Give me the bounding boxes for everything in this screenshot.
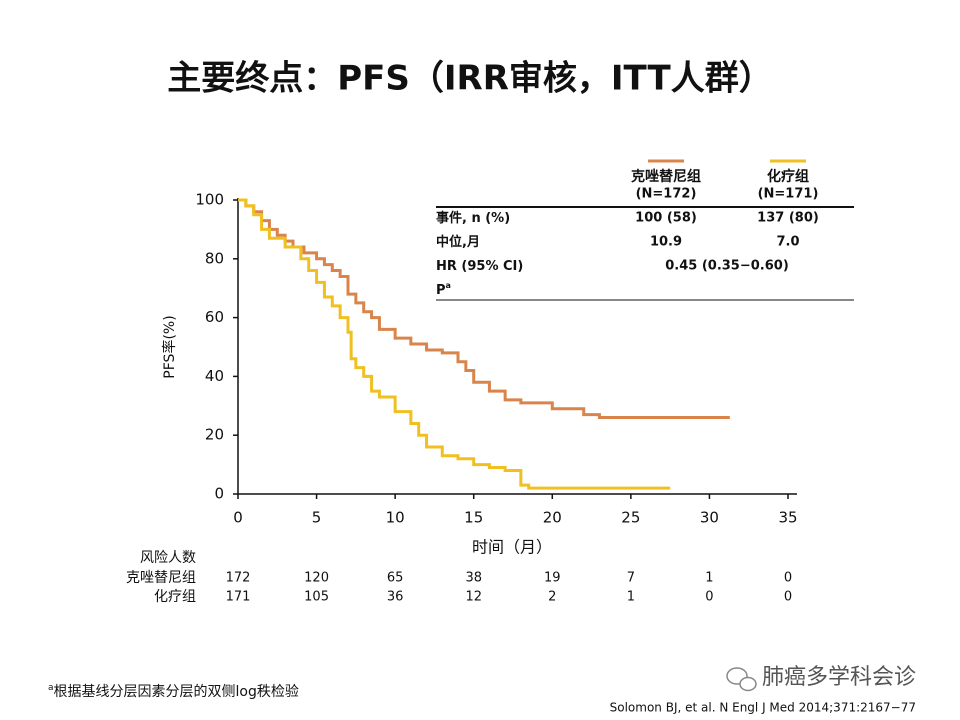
table-row-label: 事件, n (%) — [436, 210, 510, 226]
table-row-label: HR (95% CI) — [436, 259, 523, 274]
table-cell: 100 (58) — [635, 211, 697, 226]
footnote-text: 根据基线分层因素分层的双侧log秩检验 — [54, 683, 299, 700]
row-label-text: 事件, n (%) — [436, 210, 510, 226]
at-risk-title: 风险人数 — [140, 550, 196, 566]
table-cell: 137 (80) — [757, 211, 819, 226]
at-risk-value: 1 — [627, 590, 635, 605]
icon-bubble — [726, 667, 748, 685]
at-risk-label: 克唑替尼组 — [126, 570, 196, 586]
y-tick-label: 20 — [205, 426, 224, 444]
row-label-text: 中位,月 — [436, 234, 480, 250]
at-risk-value: 65 — [387, 571, 404, 586]
row-label-text: HR (95% CI) — [436, 259, 523, 274]
n-label: (N=171) — [758, 187, 819, 202]
table-cell: 10.9 — [650, 235, 682, 250]
x-tick-label: 35 — [778, 509, 797, 527]
at-risk-value: 0 — [784, 590, 792, 605]
row-label-text: P — [436, 283, 446, 298]
n-label: (N=172) — [636, 187, 697, 202]
at-risk-value: 0 — [705, 590, 713, 605]
x-tick-label: 20 — [543, 509, 562, 527]
x-tick-label: 10 — [386, 509, 405, 527]
x-tick-label: 30 — [700, 509, 719, 527]
at-risk-value: 0 — [784, 571, 792, 586]
x-tick-label: 25 — [621, 509, 640, 527]
icon-bubble — [739, 676, 757, 692]
legend-label: 克唑替尼组 — [631, 168, 701, 185]
footnote: a根据基线分层因素分层的双侧log秩检验 — [48, 683, 299, 701]
legend-label: 化疗组 — [767, 168, 809, 185]
table-cell: 0.45 (0.35−0.60) — [665, 259, 789, 274]
at-risk-value: 7 — [627, 571, 635, 586]
y-tick-label: 40 — [205, 367, 224, 385]
at-risk-label: 化疗组 — [154, 589, 196, 605]
table-cell: 7.0 — [776, 235, 799, 250]
x-axis-label: 时间（月） — [472, 538, 552, 557]
at-risk-value: 2 — [548, 590, 556, 605]
at-risk-value: 172 — [226, 571, 251, 586]
table-row-label: 中位,月 — [436, 234, 480, 250]
survival-curve — [238, 198, 730, 420]
y-axis-label: PFS率(%) — [161, 315, 178, 378]
survival-curve — [238, 198, 671, 490]
at-risk-value: 105 — [304, 590, 329, 605]
at-risk-value: 38 — [465, 571, 482, 586]
at-risk-value: 19 — [544, 571, 561, 586]
at-risk-value: 12 — [465, 590, 482, 605]
x-tick-label: 5 — [312, 509, 322, 527]
watermark: 肺癌多学科会诊 — [762, 665, 916, 690]
watermark-icon — [726, 667, 757, 692]
row-label-sup: a — [446, 281, 451, 290]
at-risk-value: 1 — [705, 571, 713, 586]
table-row-label: Pa — [436, 281, 451, 298]
at-risk-value: 36 — [387, 590, 404, 605]
citation: Solomon BJ, et al. N Engl J Med 2014;371… — [610, 701, 916, 715]
x-tick-label: 0 — [233, 509, 243, 527]
x-tick-label: 15 — [464, 509, 483, 527]
y-tick-label: 100 — [195, 191, 224, 209]
at-risk-value: 171 — [226, 590, 251, 605]
y-tick-label: 80 — [205, 249, 224, 267]
y-tick-label: 60 — [205, 308, 224, 326]
footnote-mark: a — [48, 683, 54, 693]
at-risk-value: 120 — [304, 571, 329, 586]
y-tick-label: 0 — [214, 485, 224, 503]
slide-title: 主要终点：PFS（IRR审核，ITT人群） — [167, 59, 772, 99]
